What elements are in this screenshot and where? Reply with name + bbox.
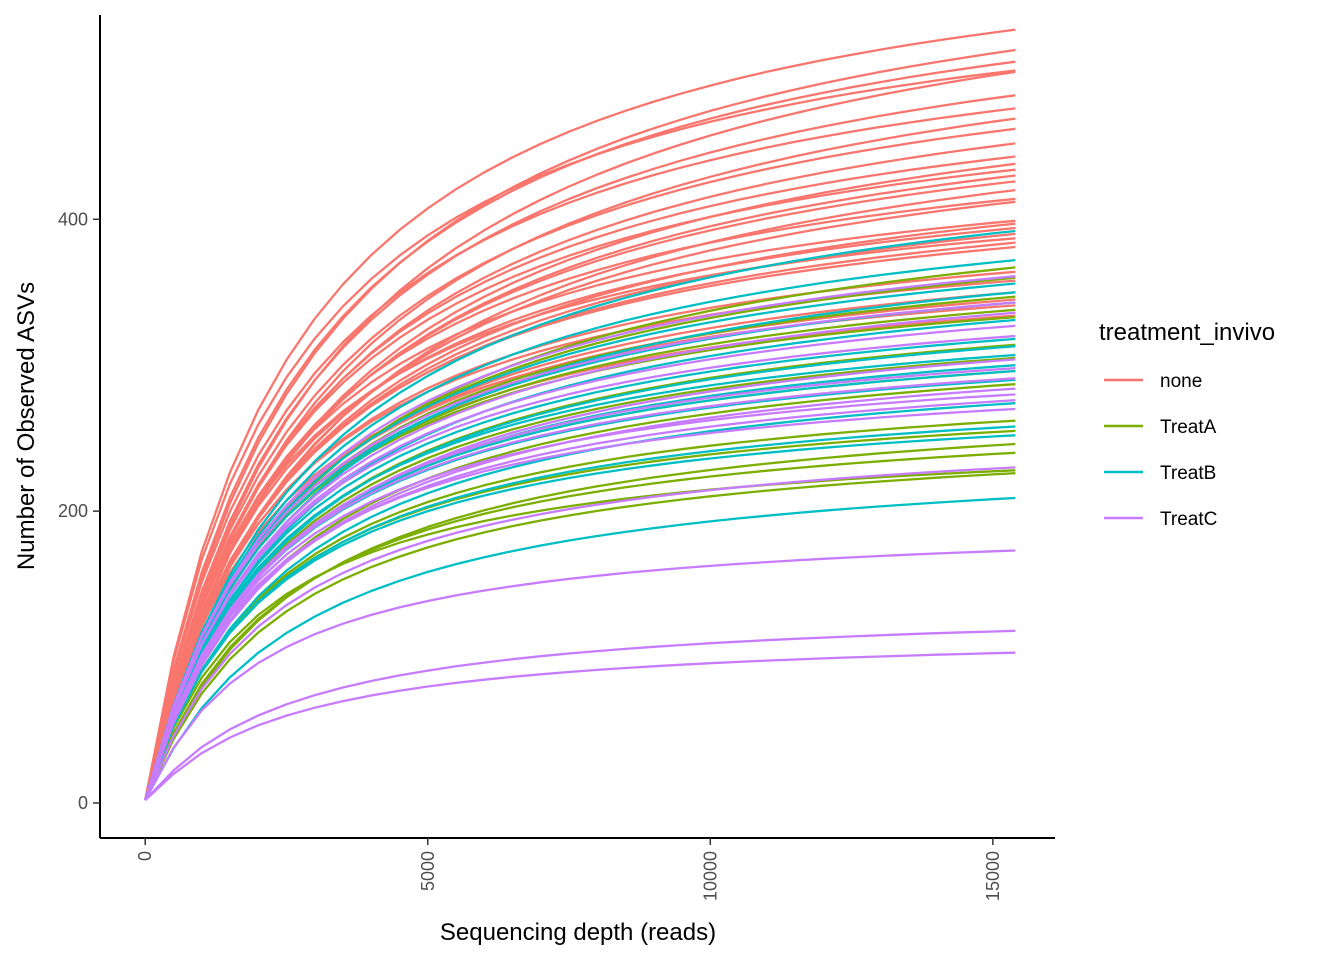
series-line-treatc-63 <box>144 275 1016 801</box>
y-axis-title: Number of Observed ASVs <box>13 282 40 570</box>
series-line-treatc-74 <box>144 407 1016 801</box>
series-line-treatb-49 <box>144 282 1016 801</box>
series-line-treatc-67 <box>144 334 1016 801</box>
series-line-none-11 <box>144 155 1016 801</box>
series-line-treatc-78 <box>144 651 1016 801</box>
series-line-none-4 <box>144 69 1016 801</box>
series-line-none-21 <box>144 226 1016 801</box>
series-line-none-13 <box>144 168 1016 801</box>
x-axis-ticks: 0 5000 10000 15000 <box>135 838 1003 901</box>
series-line-treatc-77 <box>144 629 1016 801</box>
series-line-none-6 <box>144 94 1016 801</box>
series-line-treata-38 <box>144 356 1016 801</box>
x-tick-label: 10000 <box>700 851 720 901</box>
series-line-none-19 <box>144 219 1016 801</box>
legend: treatment_invivo none TreatA TreatB TreatC <box>1099 319 1275 530</box>
series-line-treatc-69 <box>144 366 1016 801</box>
y-axis-ticks: 0 200 400 <box>58 209 100 813</box>
legend-label-treatb: TreatB <box>1160 463 1216 484</box>
series-line-treatc-72 <box>144 393 1016 801</box>
series-line-none-9 <box>144 127 1016 801</box>
series-line-none-14 <box>144 174 1016 801</box>
series-line-treata-44 <box>144 451 1016 801</box>
x-tick-label: 0 <box>135 851 155 861</box>
series-line-none-23 <box>144 237 1016 801</box>
series-line-treatc-65 <box>144 311 1016 801</box>
series-line-treata-42 <box>144 429 1016 801</box>
legend-label-treatc: TreatC <box>1160 509 1217 530</box>
x-axis-title: Sequencing depth (reads) <box>440 919 716 946</box>
legend-title: treatment_invivo <box>1099 319 1275 346</box>
series-line-treatb-53 <box>144 337 1016 801</box>
plot-area <box>144 28 1016 801</box>
series-line-none-2 <box>144 48 1016 801</box>
y-tick-label: 0 <box>78 793 88 813</box>
series-line-treata-41 <box>144 419 1016 801</box>
series-line-treatb-48 <box>144 258 1016 801</box>
series-line-treatb-61 <box>144 434 1016 801</box>
series-line-treatc-75 <box>144 466 1016 801</box>
legend-label-none: none <box>1160 371 1202 392</box>
series-line-treatc-66 <box>144 324 1016 801</box>
series-line-none-18 <box>144 200 1016 801</box>
series-line-none-7 <box>144 107 1016 801</box>
series-line-treatb-55 <box>144 353 1016 801</box>
legend-label-treata: TreatA <box>1160 417 1217 438</box>
series-line-none-24 <box>144 241 1016 801</box>
series-line-none-3 <box>144 60 1016 801</box>
series-line-treatc-73 <box>144 399 1016 801</box>
x-tick-label: 15000 <box>983 851 1003 901</box>
series-line-treata-45 <box>144 469 1016 801</box>
series-line-treatb-54 <box>144 345 1016 801</box>
y-tick-label: 400 <box>58 209 88 229</box>
series-line-treatb-52 <box>144 318 1016 801</box>
series-line-treatb-62 <box>144 496 1016 801</box>
series-line-treatb-60 <box>144 425 1016 801</box>
series-line-treatc-76 <box>144 549 1016 801</box>
series-line-treatc-64 <box>144 301 1016 801</box>
series-line-treata-46 <box>144 472 1016 801</box>
series-line-none-25 <box>144 245 1016 801</box>
series-line-treatb-47 <box>144 229 1016 801</box>
series-line-none-1 <box>144 28 1016 801</box>
x-tick-label: 5000 <box>418 851 438 891</box>
series-line-none-17 <box>144 197 1016 801</box>
y-tick-label: 200 <box>58 501 88 521</box>
series-line-none-8 <box>144 117 1016 801</box>
series-line-treatc-70 <box>144 377 1016 801</box>
